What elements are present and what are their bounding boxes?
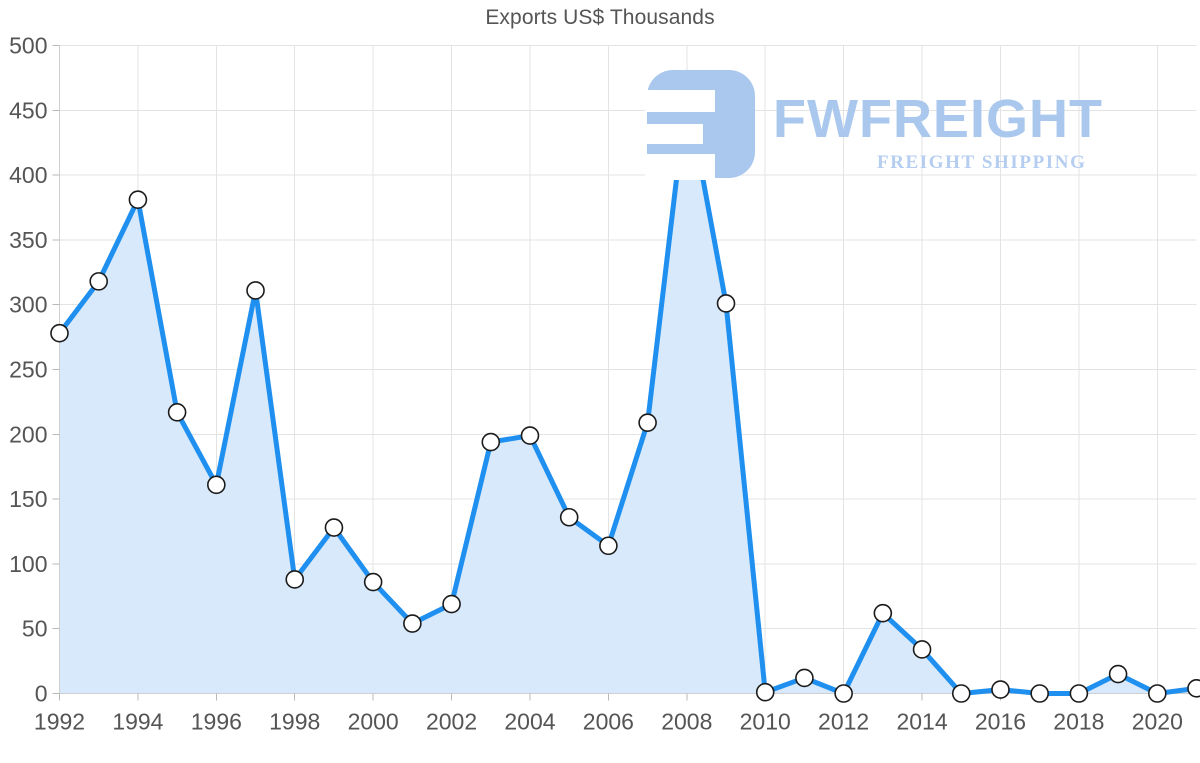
x-axis-tick-labels: 1992 1994 1996 1998 2000 2002 2004 2006 2008 2010… (34, 709, 1183, 735)
x-axis-tick-label: 2016 (975, 709, 1026, 735)
x-axis-tick-label: 2020 (1132, 709, 1183, 735)
data-point[interactable] (50, 323, 69, 343)
data-point[interactable] (991, 680, 1010, 699)
data-point[interactable] (677, 82, 697, 102)
x-axis-tick-label: 1996 (191, 709, 242, 735)
data-point[interactable] (873, 603, 893, 623)
series-area (59, 92, 1197, 694)
x-axis-tick-label: 2002 (426, 709, 477, 735)
x-axis-tick-label: 2004 (504, 709, 555, 735)
data-point[interactable] (638, 413, 657, 432)
y-axis-tick-label: 400 (9, 162, 47, 188)
data-point[interactable] (1030, 684, 1049, 703)
x-axis-tick-label: 2014 (896, 709, 947, 735)
data-point[interactable] (912, 640, 932, 659)
data-point[interactable] (1069, 684, 1089, 703)
data-point[interactable] (363, 572, 383, 592)
y-axis-tick-label: 300 (9, 292, 47, 318)
data-point[interactable] (951, 684, 971, 703)
x-axis-tick-label: 2018 (1053, 709, 1104, 735)
data-point[interactable] (795, 668, 814, 688)
data-point[interactable] (559, 507, 579, 527)
y-axis-tick-labels: 0 50 100 150 200 250 300 350 400 450 500 (9, 33, 47, 707)
data-point[interactable] (403, 614, 422, 633)
data-point[interactable] (1108, 664, 1128, 684)
series-markers (50, 82, 1200, 703)
x-axis-tick-label: 2000 (348, 709, 399, 735)
y-axis-tick-label: 50 (22, 616, 48, 642)
data-point[interactable] (834, 684, 853, 703)
x-axis-tick-label: 1992 (34, 709, 85, 735)
x-axis-tick-label: 2012 (818, 709, 869, 735)
data-point[interactable] (324, 518, 344, 537)
data-point[interactable] (599, 536, 618, 556)
x-axis-tick-label: 1998 (269, 709, 320, 735)
y-axis-tick-label: 250 (9, 357, 47, 383)
data-point[interactable] (89, 272, 109, 291)
data-point[interactable] (716, 294, 736, 313)
y-axis-tick-label: 0 (35, 681, 48, 707)
x-axis-tick-label: 2006 (583, 709, 634, 735)
y-axis-tick-label: 150 (9, 486, 47, 512)
data-point[interactable] (481, 432, 501, 452)
data-point[interactable] (285, 570, 305, 589)
data-point[interactable] (246, 281, 265, 300)
data-point[interactable] (1147, 684, 1167, 703)
data-point[interactable] (520, 426, 540, 445)
y-axis-tick-label: 350 (9, 227, 47, 253)
y-axis-tick-label: 100 (9, 551, 47, 577)
y-axis-tick-label: 500 (9, 33, 47, 59)
chart-title: Exports US$ Thousands (485, 6, 715, 29)
data-point[interactable] (167, 402, 187, 422)
data-point[interactable] (128, 190, 148, 210)
data-point[interactable] (207, 475, 226, 495)
data-point[interactable] (755, 682, 775, 702)
y-axis-tick-label: 450 (9, 97, 47, 123)
x-axis-tick-label: 2010 (740, 709, 791, 735)
y-axis-tick-label: 200 (9, 421, 47, 447)
x-axis-tick-label: 1994 (112, 709, 163, 735)
x-axis-tick-label: 2008 (661, 709, 712, 735)
data-point[interactable] (1187, 679, 1200, 698)
data-point[interactable] (442, 594, 461, 614)
